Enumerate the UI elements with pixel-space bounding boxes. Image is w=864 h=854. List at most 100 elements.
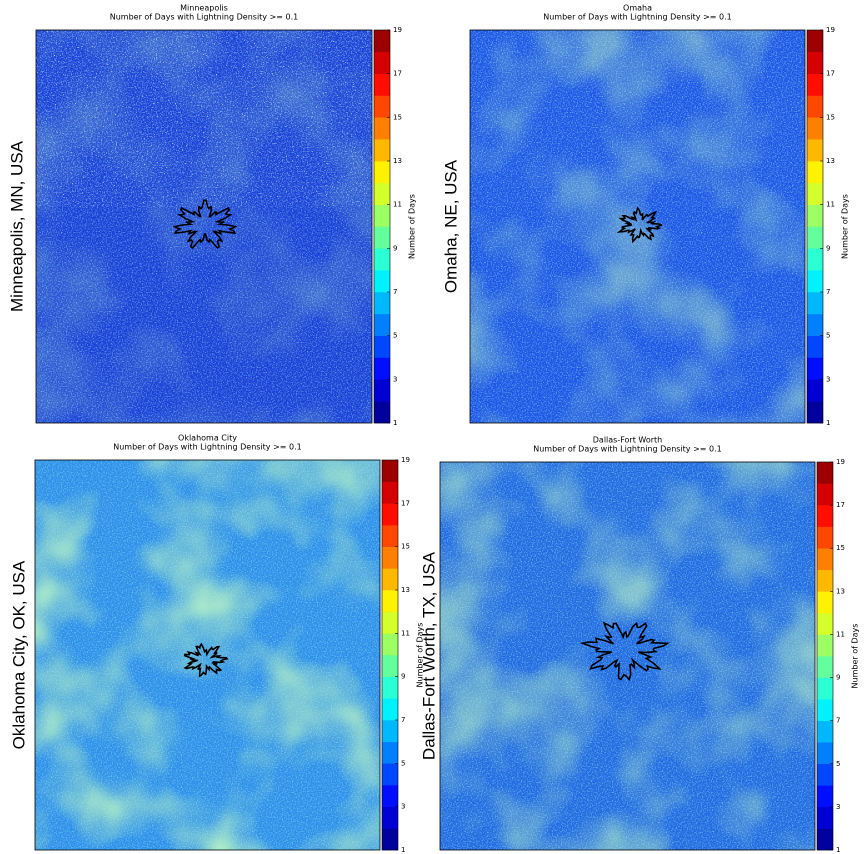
chart-subtitle: Number of Days with Lightning Density >=… [113,443,302,452]
colorbar-segment [807,161,823,184]
colorbar-tick-label: 1 [393,419,397,427]
colorbar-segment [374,161,390,184]
colorbar-tick-label: 7 [836,717,840,725]
colorbar-segment [807,73,823,96]
colorbar-tick-label: 13 [401,586,410,594]
colorbar-segment [382,676,398,699]
colorbar-segment [382,611,398,634]
colorbar-segment [817,763,833,786]
colorbar-segment [382,720,398,742]
colorbar-segment [817,569,833,592]
colorbar-segment [807,139,823,162]
colorbar-segment [382,763,398,786]
colorbar-segment [807,313,823,336]
colorbar-segment [382,460,398,482]
colorbar-tick-label: 11 [401,629,410,637]
chart-title: Minneapolis [180,4,228,13]
colorbar-segment [382,785,398,807]
colorbar-segment [807,226,823,249]
colorbar-tick-label: 9 [393,244,397,252]
colorbar-tick-label: 15 [393,113,402,121]
chart-title: Oklahoma City [178,434,237,443]
colorbar-label: Number of Days [416,623,425,688]
colorbar-segment [374,95,390,118]
colorbar-segment [807,182,823,205]
colorbar-segment [382,806,398,829]
colorbar-segment [374,248,390,271]
colorbar-tick-label: 9 [826,244,830,252]
colorbar-tick-label: 13 [836,587,845,595]
colorbar-segment [382,525,398,547]
map-texture [440,462,815,637]
colorbar-tick-label: 19 [401,456,410,464]
colorbar-segment [374,270,390,293]
colorbar-label: Number of Days [851,624,860,689]
colorbar-tick-label: 13 [393,157,402,165]
map-texture [35,460,380,850]
chart-subtitle: Number of Days with Lightning Density >=… [110,13,299,22]
colorbar-segment [807,335,823,358]
side-label: Minneapolis, MN, USA [7,140,26,312]
colorbar-segment [817,677,833,700]
colorbar-frame [381,459,399,851]
colorbar-segment [382,546,398,569]
colorbar-tick-label: 11 [393,201,402,209]
colorbar-segment [817,462,833,484]
colorbar-segment [374,73,390,96]
colorbar-segment [382,481,398,504]
colorbar-segment [374,335,390,358]
colorbar-segment [382,655,398,677]
colorbar-label: Number of Days [408,194,417,259]
colorbar-segment [807,357,823,380]
colorbar-segment [374,117,390,140]
colorbar-label: Number of Days [841,194,850,259]
colorbar-segment [382,633,398,656]
colorbar-segment [374,292,390,315]
colorbar-tick-label: 3 [401,803,405,811]
colorbar-segment [817,720,833,743]
colorbar-tick-label: 1 [401,846,405,854]
colorbar-tick-label: 17 [836,501,845,509]
colorbar-segment [374,51,390,74]
colorbar-segment [817,483,833,506]
colorbar-tick-label: 5 [401,759,405,767]
colorbar-segment [807,51,823,74]
colorbar-tick-label: 7 [826,288,830,296]
colorbar-segment [817,742,833,765]
colorbar-segment [382,590,398,612]
map-texture [36,30,372,207]
city-outline [183,642,229,678]
colorbar-segment [382,828,398,851]
colorbar-tick-label: 5 [836,760,840,768]
colorbar-tick-label: 19 [393,26,402,34]
colorbar-segment [807,30,823,53]
colorbar-segment [817,828,833,851]
colorbar-tick-label: 15 [826,113,835,121]
colorbar-segment [817,699,833,721]
colorbar-segment [807,379,823,402]
chart-subtitle: Number of Days with Lightning Density >=… [533,445,722,454]
colorbar-tick-label: 1 [836,846,840,854]
chart-title: Omaha [623,4,652,13]
colorbar-tick-label: 19 [826,26,835,34]
colorbar-segment [382,568,398,591]
colorbar-segment [817,785,833,808]
colorbar-tick-label: 3 [836,803,840,811]
colorbar-segment [807,248,823,271]
city-outline [172,199,238,249]
colorbar-segment [807,401,823,424]
colorbar-tick-label: 13 [826,157,835,165]
colorbar-tick-label: 15 [401,543,410,551]
side-label: Oklahoma City, OK, USA [9,560,28,749]
colorbar-segment [817,591,833,614]
colorbar-tick-label: 1 [826,419,830,427]
colorbar-tick-label: 17 [826,70,835,78]
colorbar-segment [817,526,833,549]
colorbar-segment [807,117,823,140]
colorbar-segment [374,401,390,424]
colorbar-tick-label: 5 [826,332,830,340]
